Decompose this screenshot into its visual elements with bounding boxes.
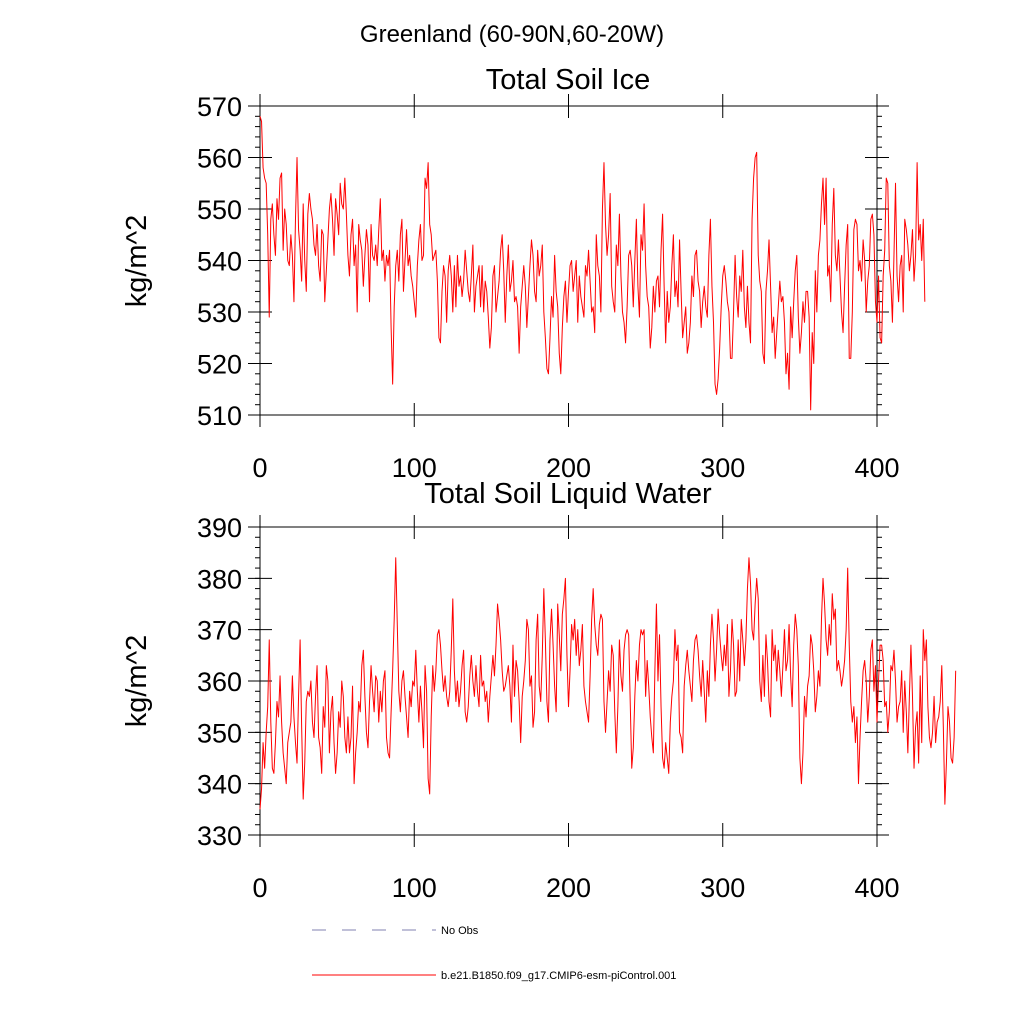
chart-title: Total Soil Liquid Water bbox=[424, 478, 712, 510]
y-axis-label: kg/m^2 bbox=[121, 635, 153, 728]
y-tick-label: 530 bbox=[197, 298, 242, 328]
x-tick-label: 200 bbox=[546, 873, 591, 903]
y-tick-label: 370 bbox=[197, 616, 242, 646]
legend: No Obs b.e21.B1850.f09_g17.CMIP6-esm-piC… bbox=[312, 925, 676, 982]
series-line bbox=[259, 557, 957, 810]
legend-model-label: b.e21.B1850.f09_g17.CMIP6-esm-piControl.… bbox=[441, 970, 676, 982]
y-tick-label: 560 bbox=[197, 144, 242, 174]
y-tick-label: 520 bbox=[197, 350, 242, 380]
x-tick-label: 400 bbox=[854, 453, 899, 483]
y-tick-label: 330 bbox=[197, 821, 242, 851]
y-tick-label: 510 bbox=[197, 401, 242, 431]
y-tick-label: 570 bbox=[197, 92, 242, 122]
x-tick-label: 400 bbox=[854, 873, 899, 903]
axis-ticks: 330 340 350 360 370 380 390 0 100 200 300 400 bbox=[197, 513, 900, 903]
y-tick-label: 390 bbox=[197, 513, 242, 543]
legend-obs-label: No Obs bbox=[441, 925, 479, 937]
series-group bbox=[259, 557, 957, 810]
figure-title: Greenland (60-90N,60-20W) bbox=[360, 21, 664, 48]
plot-frame bbox=[259, 105, 878, 416]
y-tick-label: 340 bbox=[197, 770, 242, 800]
series-line bbox=[259, 116, 926, 411]
x-tick-label: 100 bbox=[392, 873, 437, 903]
chart-panel-soil-liquid-water: Total Soil Liquid Water kg/m^2 330 340 350… bbox=[121, 478, 957, 903]
x-tick-label: 0 bbox=[252, 453, 267, 483]
x-tick-label: 300 bbox=[700, 873, 745, 903]
series-group bbox=[259, 116, 926, 411]
chart-title: Total Soil Ice bbox=[486, 64, 650, 96]
y-tick-label: 550 bbox=[197, 195, 242, 225]
y-tick-label: 380 bbox=[197, 564, 242, 594]
y-tick-label: 540 bbox=[197, 247, 242, 277]
x-tick-label: 0 bbox=[252, 873, 267, 903]
x-tick-label: 300 bbox=[700, 453, 745, 483]
y-tick-label: 360 bbox=[197, 667, 242, 697]
chart-panel-soil-ice: Total Soil Ice kg/m^2 510 520 530 540 550 560… bbox=[121, 64, 926, 483]
y-tick-label: 350 bbox=[197, 718, 242, 748]
x-tick-label: 100 bbox=[392, 453, 437, 483]
axis-ticks: 510 520 530 540 550 560 570 0 100 200 300 400 bbox=[197, 92, 900, 483]
plot-frame bbox=[259, 526, 878, 836]
x-tick-label: 200 bbox=[546, 453, 591, 483]
y-axis-label: kg/m^2 bbox=[121, 215, 153, 308]
